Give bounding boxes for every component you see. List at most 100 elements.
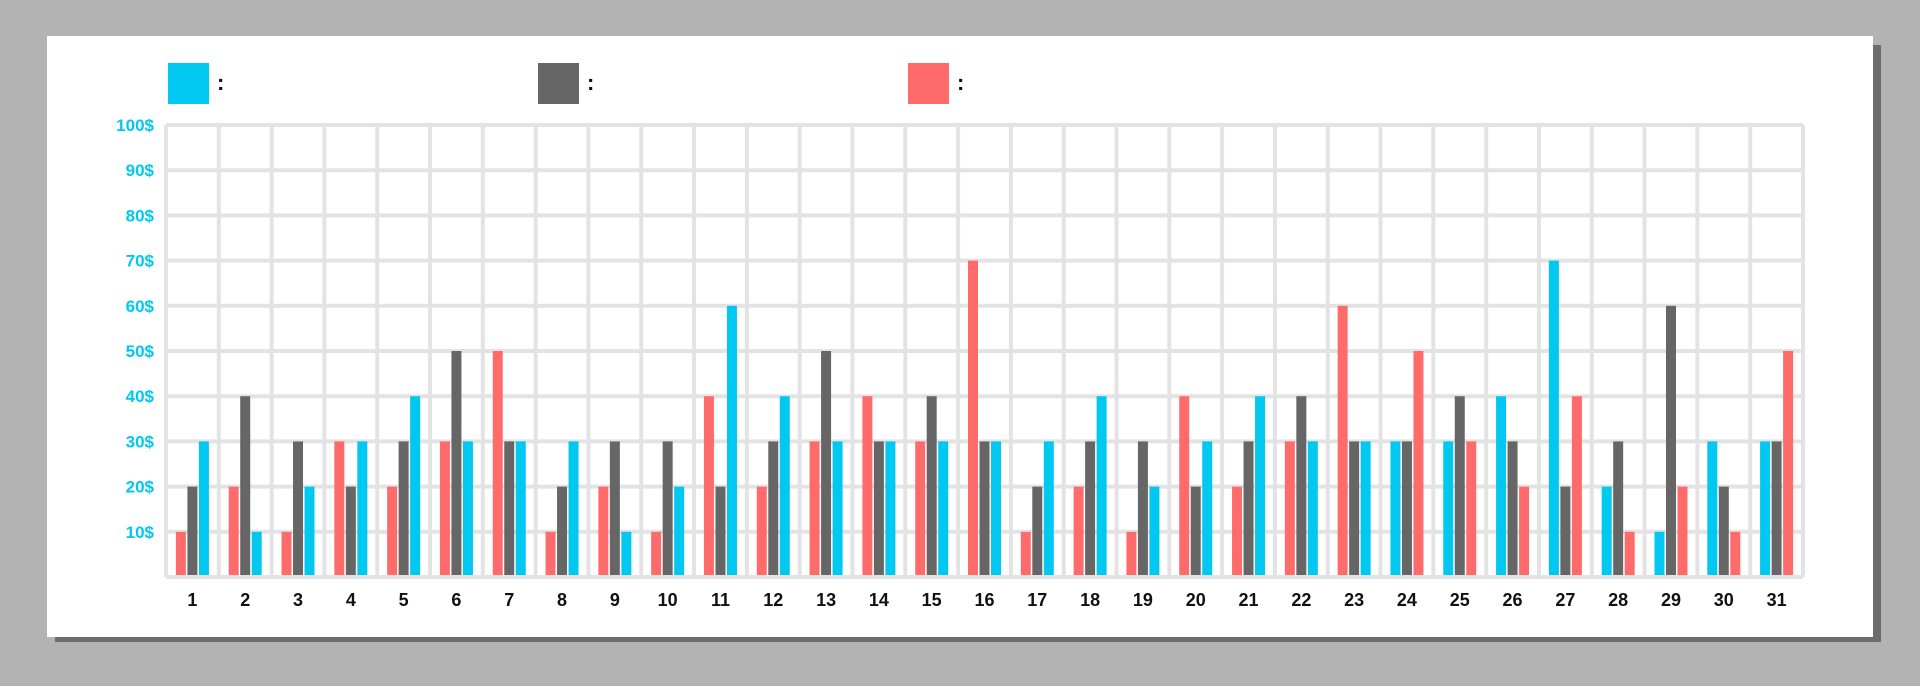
x-tick-label: 8 bbox=[557, 590, 567, 610]
bar-series-3-day-2 bbox=[228, 486, 239, 575]
bar-series-3-day-5 bbox=[387, 486, 398, 575]
bar-series-1-day-11 bbox=[726, 305, 737, 575]
bar-series-1-day-20 bbox=[1202, 441, 1213, 575]
bar-series-3-day-17 bbox=[1020, 531, 1031, 575]
bar-series-2-day-23 bbox=[1349, 441, 1360, 575]
bar-series-2-day-10 bbox=[662, 441, 673, 575]
bar-series-1-day-23 bbox=[1360, 441, 1371, 575]
x-tick-label: 26 bbox=[1503, 590, 1523, 610]
x-tick-label: 27 bbox=[1555, 590, 1575, 610]
bar-series-2-day-11 bbox=[715, 486, 726, 575]
legend-item-2: : bbox=[538, 62, 594, 104]
bar-series-2-day-20 bbox=[1190, 486, 1201, 575]
bar-series-3-day-11 bbox=[703, 396, 714, 575]
legend-label-2: : bbox=[587, 70, 595, 95]
x-tick-label: 7 bbox=[504, 590, 514, 610]
bar-series-1-day-2 bbox=[251, 531, 262, 575]
x-tick-label: 12 bbox=[763, 590, 783, 610]
bar-series-3-day-6 bbox=[439, 441, 450, 575]
x-tick-label: 16 bbox=[974, 590, 994, 610]
bar-series-1-day-18 bbox=[1096, 396, 1107, 575]
x-tick-label: 18 bbox=[1080, 590, 1100, 610]
x-tick-label: 24 bbox=[1397, 590, 1417, 610]
bar-series-2-day-19 bbox=[1137, 441, 1148, 575]
bar-series-2-day-31 bbox=[1771, 441, 1782, 575]
bar-series-1-day-3 bbox=[304, 486, 315, 575]
bar-series-1-day-26 bbox=[1496, 396, 1507, 575]
y-tick-label: 10$ bbox=[126, 523, 155, 542]
bar-series-3-day-8 bbox=[545, 531, 556, 575]
bar-series-3-day-16 bbox=[968, 260, 978, 575]
bar-series-3-day-26 bbox=[1519, 486, 1530, 575]
bar-series-1-day-19 bbox=[1149, 486, 1160, 575]
legend-swatch-1 bbox=[168, 62, 209, 104]
x-tick-label: 25 bbox=[1450, 590, 1470, 610]
legend-swatch-3 bbox=[908, 62, 949, 104]
bar-series-2-day-15 bbox=[926, 396, 937, 575]
x-tick-label: 4 bbox=[346, 590, 356, 610]
x-tick-label: 5 bbox=[399, 590, 409, 610]
y-tick-label: 30$ bbox=[126, 432, 155, 451]
bar-series-3-day-1 bbox=[175, 531, 186, 575]
x-tick-label: 31 bbox=[1767, 590, 1787, 610]
x-tick-label: 30 bbox=[1714, 590, 1734, 610]
bar-series-1-day-22 bbox=[1307, 441, 1318, 575]
bar-series-1-day-12 bbox=[779, 396, 790, 575]
bar-series-2-day-30 bbox=[1718, 486, 1729, 575]
bar-series-3-day-27 bbox=[1571, 396, 1582, 575]
x-tick-label: 3 bbox=[293, 590, 303, 610]
bar-series-1-day-5 bbox=[410, 396, 421, 575]
x-tick-label: 23 bbox=[1344, 590, 1364, 610]
y-tick-label: 20$ bbox=[126, 478, 155, 497]
legend-item-3: : bbox=[908, 62, 964, 104]
bar-series-2-day-27 bbox=[1560, 486, 1571, 575]
bar-series-3-day-31 bbox=[1783, 351, 1794, 575]
bar-series-1-day-7 bbox=[515, 441, 526, 575]
bar-series-1-day-27 bbox=[1548, 260, 1559, 575]
bar-series-3-day-19 bbox=[1126, 531, 1137, 575]
bar-series-3-day-14 bbox=[862, 396, 873, 575]
x-tick-label: 10 bbox=[658, 590, 678, 610]
bar-series-3-day-10 bbox=[651, 531, 662, 575]
bar-series-3-day-3 bbox=[281, 531, 292, 575]
legend-item-1: : bbox=[168, 62, 224, 104]
bar-series-3-day-23 bbox=[1337, 305, 1348, 575]
bar-series-2-day-22 bbox=[1296, 396, 1307, 575]
y-tick-label: 50$ bbox=[126, 342, 155, 361]
legend-label-1: : bbox=[217, 70, 225, 95]
bar-series-1-day-6 bbox=[462, 441, 473, 575]
bar-series-2-day-17 bbox=[1032, 486, 1043, 575]
bar-series-3-day-22 bbox=[1284, 441, 1295, 575]
x-tick-label: 13 bbox=[816, 590, 836, 610]
bar-series-1-day-13 bbox=[832, 441, 843, 575]
bar-series-2-day-28 bbox=[1613, 441, 1624, 575]
bar-series-2-day-8 bbox=[557, 486, 568, 575]
bar-series-3-day-28 bbox=[1624, 531, 1635, 575]
bar-series-1-day-8 bbox=[568, 441, 579, 575]
x-tick-label: 22 bbox=[1291, 590, 1311, 610]
bar-series-3-day-4 bbox=[334, 441, 345, 575]
bar-series-1-day-4 bbox=[357, 441, 368, 575]
bar-series-3-day-13 bbox=[809, 441, 820, 575]
bar-series-1-day-16 bbox=[991, 441, 1001, 575]
x-tick-label: 1 bbox=[187, 590, 197, 610]
x-tick-label: 20 bbox=[1186, 590, 1206, 610]
bar-series-3-day-9 bbox=[598, 486, 609, 575]
bar-series-1-day-31 bbox=[1760, 441, 1771, 575]
bar-series-3-day-25 bbox=[1466, 441, 1477, 575]
bar-series-1-day-9 bbox=[621, 531, 632, 575]
x-tick-label: 2 bbox=[240, 590, 250, 610]
bar-series-2-day-24 bbox=[1401, 441, 1412, 575]
bar-series-1-day-1 bbox=[198, 441, 209, 575]
bar-series-2-day-16 bbox=[979, 441, 990, 575]
bar-series-2-day-2 bbox=[240, 396, 251, 575]
bar-series-1-day-28 bbox=[1601, 486, 1612, 575]
bar-series-2-day-5 bbox=[398, 441, 409, 575]
bar-series-2-day-4 bbox=[345, 486, 356, 575]
x-tick-label: 19 bbox=[1133, 590, 1153, 610]
bar-series-2-day-9 bbox=[609, 441, 620, 575]
bar-series-2-day-13 bbox=[821, 351, 832, 575]
bar-series-3-day-24 bbox=[1413, 351, 1424, 575]
bar-series-1-day-30 bbox=[1707, 441, 1718, 575]
y-tick-label: 70$ bbox=[126, 252, 155, 271]
